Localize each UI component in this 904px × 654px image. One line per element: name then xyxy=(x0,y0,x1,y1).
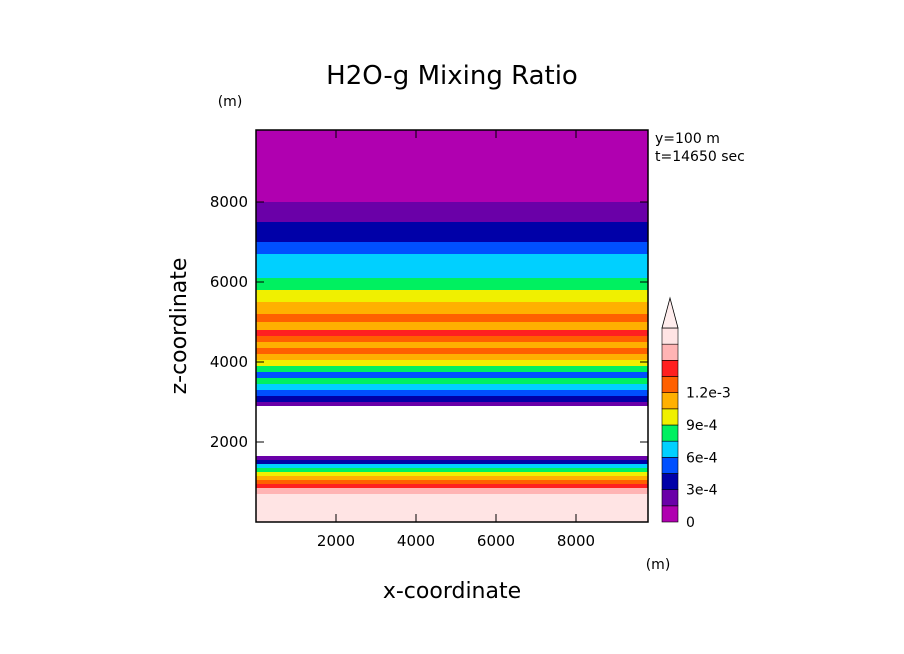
contour-band-23 xyxy=(256,330,648,336)
contour-band-2 xyxy=(256,484,648,488)
plot-frame xyxy=(255,129,649,523)
y-unit-label: (m) xyxy=(218,94,243,110)
contour-band-13 xyxy=(256,390,648,396)
contour-band-33 xyxy=(256,202,648,222)
contour-band-27 xyxy=(256,290,648,302)
colorbar-swatch-2 xyxy=(661,473,679,490)
contour-band-17 xyxy=(256,366,648,372)
colorbar-tick-label: 9e-4 xyxy=(686,418,718,434)
contour-band-20 xyxy=(256,348,648,354)
contour-band-22 xyxy=(256,336,648,342)
contour-band-19 xyxy=(256,354,648,360)
y-tick-label: 4000 xyxy=(210,353,248,371)
contour-band-12 xyxy=(256,396,648,402)
contour-band-18 xyxy=(256,360,648,366)
contour-band-4 xyxy=(256,476,648,480)
x-axis-label: x-coordinate xyxy=(383,579,521,604)
contour-band-15 xyxy=(256,378,648,384)
contour-plot-area: 2000 4000 6000 8000 2000 4000 6000 8000 xyxy=(210,129,649,550)
y-axis-label: z-coordinate xyxy=(167,258,192,395)
contour-band-10 xyxy=(256,406,648,456)
annotation-t: t=14650 sec xyxy=(655,149,745,165)
contour-band-5 xyxy=(256,472,648,476)
y-tick-label: 6000 xyxy=(210,273,248,291)
contour-band-28 xyxy=(256,278,648,290)
colorbar-swatch-5 xyxy=(661,424,679,442)
colorbar-swatch-7 xyxy=(661,392,679,410)
x-tick-label: 6000 xyxy=(477,532,515,550)
chart-title: H2O-g Mixing Ratio xyxy=(326,61,578,91)
colorbar-swatch-4 xyxy=(661,440,679,458)
x-tick-label: 8000 xyxy=(557,532,595,550)
colorbar-swatch-1 xyxy=(661,489,679,507)
contour-band-31 xyxy=(256,242,648,254)
x-unit-label: (m) xyxy=(646,557,671,573)
contour-band-11 xyxy=(256,402,648,406)
contour-band-1 xyxy=(256,488,648,494)
contour-band-3 xyxy=(256,480,648,484)
y-tick-label: 8000 xyxy=(210,193,248,211)
colorbar-swatch-3 xyxy=(661,457,679,474)
contour-band-26 xyxy=(256,302,648,314)
contour-band-24 xyxy=(256,322,648,330)
colorbar-tick-label: 3e-4 xyxy=(686,483,718,499)
contour-band-29 xyxy=(256,266,648,278)
colorbar-swatch-11 xyxy=(661,327,679,345)
contour-band-30 xyxy=(256,254,648,266)
contour-band-8 xyxy=(256,460,648,464)
contour-band-34 xyxy=(256,130,648,202)
contour-band-32 xyxy=(256,222,648,242)
contour-band-25 xyxy=(256,314,648,322)
contour-band-16 xyxy=(256,372,648,378)
colorbar-swatch-0 xyxy=(661,505,679,523)
contour-band-14 xyxy=(256,384,648,390)
annotation-y: y=100 m xyxy=(655,131,720,147)
colorbar-tick-label: 0 xyxy=(686,515,695,531)
contour-band-7 xyxy=(256,464,648,468)
colorbar-extend-arrow xyxy=(661,296,679,329)
colorbar-swatch-10 xyxy=(661,343,679,361)
colorbar: 0 3e-4 6e-4 9e-4 1.2e-3 xyxy=(661,296,731,531)
x-tick-label: 2000 xyxy=(317,532,355,550)
colorbar-tick-label: 1.2e-3 xyxy=(686,386,731,402)
x-tick-label: 4000 xyxy=(397,532,435,550)
colorbar-swatch-9 xyxy=(661,360,679,377)
colorbar-swatch-8 xyxy=(661,376,679,393)
y-tick-label: 2000 xyxy=(210,433,248,451)
colorbar-tick-label: 6e-4 xyxy=(686,450,718,466)
colorbar-swatch-6 xyxy=(661,408,679,426)
contour-band-21 xyxy=(256,342,648,348)
contour-band-6 xyxy=(256,468,648,472)
contour-band-0 xyxy=(256,494,648,522)
contour-band-9 xyxy=(256,456,648,460)
